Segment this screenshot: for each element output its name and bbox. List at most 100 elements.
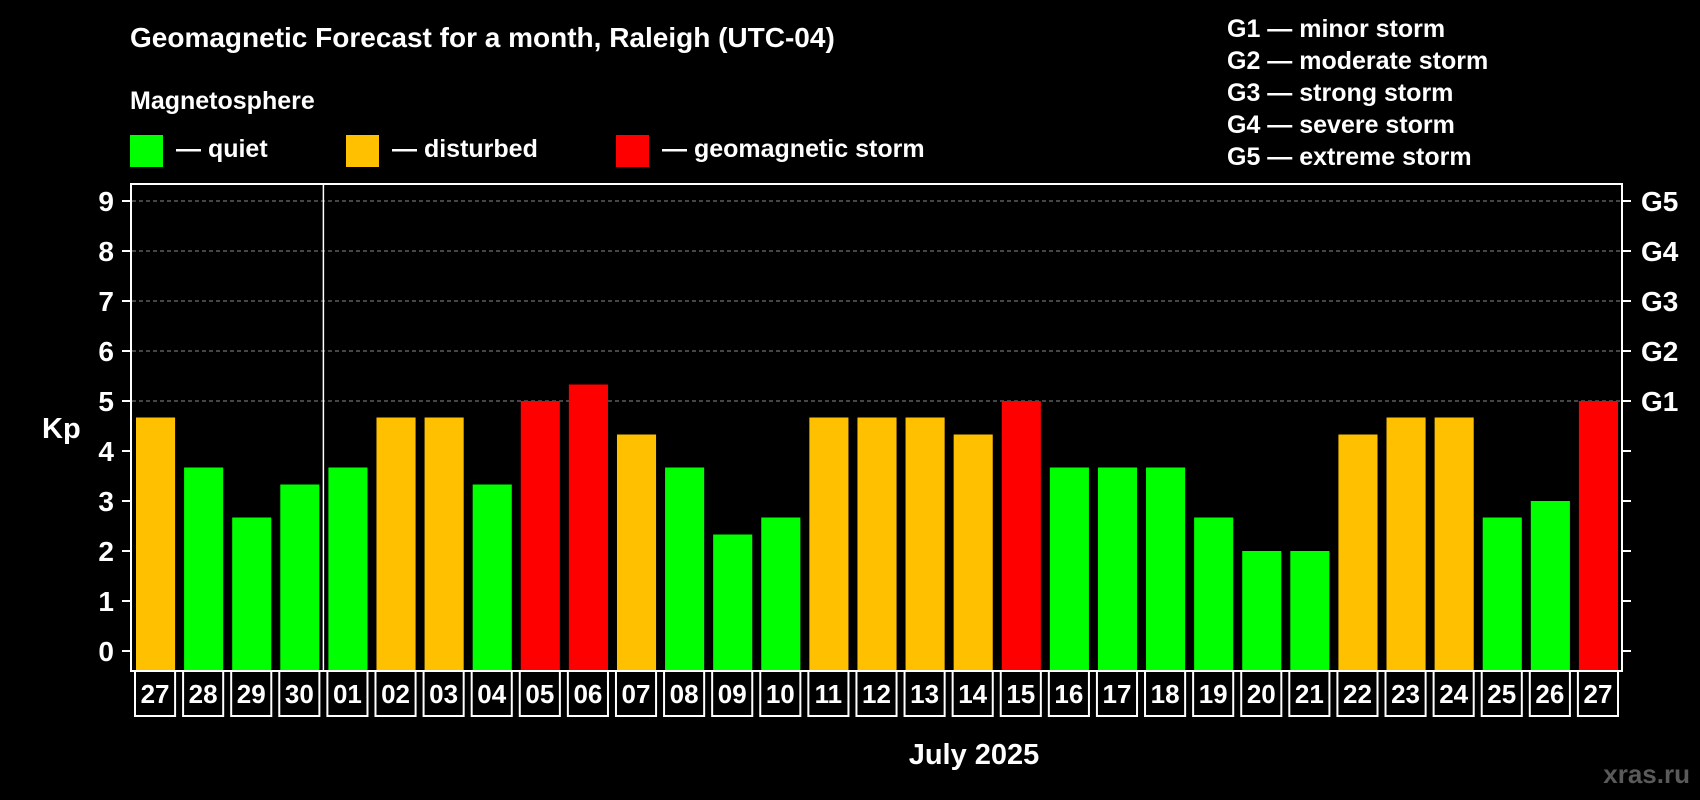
bar-13 xyxy=(761,517,801,670)
legend-swatch-quiet xyxy=(130,135,163,167)
x-category-box-28 xyxy=(1480,670,1523,717)
bar-22 xyxy=(1194,517,1234,670)
bar-24 xyxy=(1290,551,1330,670)
bar-25 xyxy=(1338,434,1378,670)
bar-15 xyxy=(857,417,897,670)
x-category-label-26: 23 xyxy=(1391,679,1420,709)
x-category-box-15 xyxy=(855,670,898,717)
x-category-label-0: 27 xyxy=(141,679,170,709)
storm-scale-g2: G2 — moderate storm xyxy=(1227,47,1488,75)
x-category-box-5 xyxy=(374,670,417,717)
bar-2 xyxy=(232,517,272,670)
storm-scale-g4: G4 — severe storm xyxy=(1227,111,1455,139)
bar-28 xyxy=(1482,517,1522,670)
bar-30 xyxy=(1578,401,1618,670)
x-category-label-12: 09 xyxy=(718,679,747,709)
x-category-box-19 xyxy=(1047,670,1090,717)
x-category-box-1 xyxy=(182,670,225,717)
x-category-box-13 xyxy=(759,670,802,717)
ticks-layer: 0 1 2 3 4 5 6 7 8 9 G1 G2 G3 G4 G5 xyxy=(98,186,1678,667)
bar-5 xyxy=(376,417,416,670)
right-label-g1: G1 xyxy=(1641,386,1678,417)
bar-1 xyxy=(184,467,224,670)
x-category-box-6 xyxy=(422,670,465,717)
x-category-label-2: 29 xyxy=(237,679,266,709)
x-category-label-14: 11 xyxy=(815,679,843,709)
x-category-box-27 xyxy=(1432,670,1475,717)
bar-11 xyxy=(665,467,705,670)
x-category-box-9 xyxy=(566,670,609,717)
x-category-box-20 xyxy=(1095,670,1139,717)
x-category-label-16: 13 xyxy=(910,679,939,709)
bar-8 xyxy=(520,401,560,670)
y-tick-label-8: 8 xyxy=(98,236,114,267)
bar-14 xyxy=(809,417,849,670)
bar-23 xyxy=(1242,551,1282,670)
x-category-label-21: 18 xyxy=(1151,679,1180,709)
x-category-label-30: 27 xyxy=(1583,679,1612,709)
watermark: xras.ru xyxy=(1603,759,1690,789)
bar-9 xyxy=(568,384,608,670)
right-label-g4: G4 xyxy=(1641,236,1679,267)
x-category-box-14 xyxy=(807,670,850,717)
x-category-box-8 xyxy=(518,670,561,717)
y-tick-label-5: 5 xyxy=(98,386,114,417)
x-category-box-26 xyxy=(1384,670,1427,717)
x-category-box-29 xyxy=(1528,670,1571,717)
x-category-label-5: 02 xyxy=(381,679,410,709)
bar-17 xyxy=(953,434,993,670)
y-tick-label-2: 2 xyxy=(98,536,114,567)
bar-19 xyxy=(1049,467,1089,670)
x-category-label-8: 05 xyxy=(525,679,554,709)
x-category-box-11 xyxy=(663,670,706,717)
x-category-label-17: 14 xyxy=(958,679,987,709)
right-label-g3: G3 xyxy=(1641,286,1678,317)
x-category-box-18 xyxy=(999,670,1042,717)
x-category-label-27: 24 xyxy=(1439,679,1468,709)
x-category-box-23 xyxy=(1240,670,1283,717)
legend-label-storm: — geomagnetic storm xyxy=(662,135,925,163)
y-tick-label-9: 9 xyxy=(98,186,114,217)
bar-3 xyxy=(280,484,320,670)
x-category-label-7: 04 xyxy=(477,679,506,709)
x-category-box-22 xyxy=(1192,670,1235,717)
bar-16 xyxy=(905,417,945,670)
y-tick-label-4: 4 xyxy=(98,436,114,467)
x-category-label-6: 03 xyxy=(429,679,458,709)
x-category-label-18: 15 xyxy=(1006,679,1035,709)
y-tick-label-0: 0 xyxy=(98,636,114,667)
bar-10 xyxy=(616,434,657,670)
right-label-g2: G2 xyxy=(1641,336,1678,367)
y-axis-label: Kp xyxy=(42,413,81,445)
y-tick-label-6: 6 xyxy=(98,336,114,367)
y-tick-label-7: 7 xyxy=(98,286,114,317)
grid-layer xyxy=(132,184,1621,671)
chart-title: Geomagnetic Forecast for a month, Raleig… xyxy=(130,22,835,53)
bar-21 xyxy=(1146,467,1186,670)
x-category-label-25: 22 xyxy=(1343,679,1372,709)
x-category-label-15: 12 xyxy=(862,679,891,709)
legend-swatch-storm xyxy=(616,135,649,167)
x-category-box-16 xyxy=(903,670,946,717)
y-tick-label-3: 3 xyxy=(98,486,114,517)
storm-scale-g3: G3 — strong storm xyxy=(1227,79,1453,107)
bar-26 xyxy=(1386,417,1426,670)
x-category-box-24 xyxy=(1288,670,1331,717)
bar-12 xyxy=(713,534,753,670)
legend-swatch-disturbed xyxy=(346,135,379,167)
x-category-label-28: 25 xyxy=(1487,679,1516,709)
x-category-label-24: 21 xyxy=(1295,679,1324,709)
x-category-box-2 xyxy=(230,670,273,717)
bars-layer xyxy=(136,384,1618,670)
x-category-label-13: 10 xyxy=(766,679,795,709)
x-category-label-4: 01 xyxy=(333,679,362,709)
bar-18 xyxy=(1001,401,1041,670)
x-category-label-1: 28 xyxy=(189,679,218,709)
storm-scale-g1: G1 — minor storm xyxy=(1227,15,1445,43)
x-category-box-3 xyxy=(278,670,321,717)
x-category-box-7 xyxy=(470,670,513,717)
x-category-label-22: 19 xyxy=(1199,679,1228,709)
x-category-box-12 xyxy=(711,670,754,717)
legend-heading: Magnetosphere xyxy=(130,87,315,115)
x-category-layer: 27 28 29 30 01 02 03 04 05 06 07 08 09 10 11 12 13 14 15 16… xyxy=(134,670,1619,717)
